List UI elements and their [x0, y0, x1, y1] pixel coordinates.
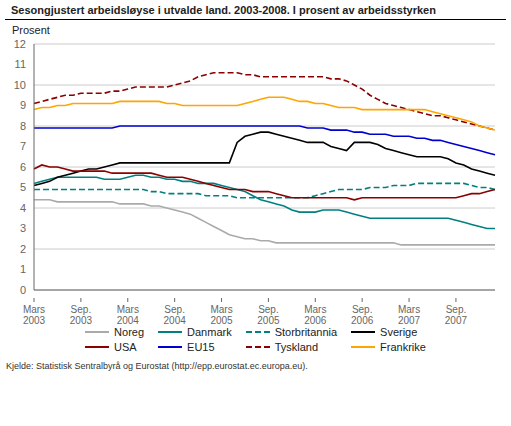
- svg-text:2: 2: [20, 243, 26, 255]
- svg-text:Mars2006: Mars2006: [304, 304, 327, 324]
- svg-text:5: 5: [20, 181, 26, 193]
- svg-text:Mars2004: Mars2004: [117, 304, 140, 324]
- html-text:EU15: EU15: [187, 341, 215, 353]
- svg-text:12: 12: [14, 38, 26, 50]
- svg-text:1: 1: [20, 263, 26, 275]
- svg-text:Sep.2007: Sep.2007: [445, 304, 468, 324]
- svg-text:Mars2003: Mars2003: [23, 304, 46, 324]
- html-text:Prosent: Prosent: [12, 24, 50, 36]
- svg-text:11: 11: [15, 58, 26, 70]
- html-text:Sesongjustert arbeidsløyse i u: Sesongjustert arbeidsløyse i utvalde lan…: [11, 4, 436, 16]
- svg-text:0: 0: [20, 284, 26, 296]
- html-text:Storbritannia: Storbritannia: [274, 326, 338, 338]
- svg-text:Mars2005: Mars2005: [210, 304, 233, 324]
- html-text:USA: USA: [114, 341, 137, 353]
- html-text:Danmark: Danmark: [187, 326, 232, 338]
- svg-text:6: 6: [20, 161, 26, 173]
- html-text:Sverige: Sverige: [380, 326, 418, 338]
- html-text:Kjelde: Statistisk Sentralbyrå: Kjelde: Statistisk Sentralbyrå og Eurost…: [6, 361, 308, 371]
- html-text:Tyskland: Tyskland: [274, 341, 319, 353]
- html-text:Frankrike: Frankrike: [380, 341, 426, 353]
- svg-text:Sep.2006: Sep.2006: [351, 304, 374, 324]
- svg-text:Sep.2003: Sep.2003: [70, 304, 93, 324]
- svg-text:3: 3: [20, 222, 26, 234]
- svg-text:Mars2007: Mars2007: [398, 304, 421, 324]
- svg-text:4: 4: [20, 202, 26, 214]
- svg-text:Sep.2005: Sep.2005: [257, 304, 280, 324]
- svg-text:8: 8: [20, 120, 26, 132]
- svg-text:10: 10: [14, 79, 26, 91]
- html-text:Noreg: Noreg: [114, 326, 145, 338]
- svg-text:7: 7: [20, 140, 26, 152]
- svg-text:9: 9: [20, 99, 26, 111]
- svg-text:Sep.2004: Sep.2004: [164, 304, 187, 324]
